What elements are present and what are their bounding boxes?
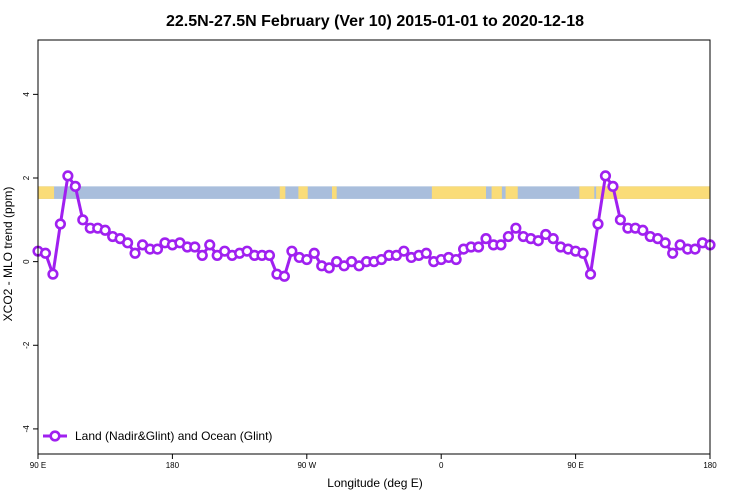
land-segment xyxy=(332,186,337,199)
land-segment xyxy=(579,186,595,199)
ocean-band xyxy=(38,186,710,199)
data-point xyxy=(502,230,515,243)
y-tick-label: 2 xyxy=(22,175,31,180)
data-point xyxy=(450,253,462,266)
x-tick-label: 180 xyxy=(703,461,717,470)
x-tick-label: 0 xyxy=(439,461,444,470)
data-point xyxy=(286,245,298,257)
land-segment xyxy=(596,186,710,199)
x-tick-label: 180 xyxy=(166,461,180,470)
y-axis-label: XCO2 - MLO trend (ppm) xyxy=(1,187,15,322)
data-point xyxy=(69,180,81,192)
data-point xyxy=(398,245,410,257)
data-point xyxy=(47,268,59,280)
data-point xyxy=(54,218,67,230)
legend: Land (Nadir&Glint) and Ocean (Glint) xyxy=(43,429,272,443)
data-point xyxy=(480,233,492,245)
data-point xyxy=(77,214,89,226)
data-point xyxy=(510,222,522,234)
data-point xyxy=(99,224,111,236)
land-segment xyxy=(431,186,486,199)
data-point xyxy=(584,268,597,280)
y-axis: -4 -2 0 2 4 xyxy=(22,92,38,433)
land-ocean-strip xyxy=(38,186,710,199)
data-point xyxy=(301,253,313,266)
data-point xyxy=(637,224,649,236)
data-point xyxy=(607,180,619,192)
y-tick-label: 4 xyxy=(22,92,31,97)
data-point xyxy=(278,270,291,282)
x-axis-label: Longitude (deg E) xyxy=(327,476,422,490)
land-segment xyxy=(279,186,286,199)
data-point xyxy=(263,249,276,261)
data-point xyxy=(62,170,74,182)
x-axis: 90 E 180 90 W 0 90 E 180 xyxy=(30,454,717,470)
land-segment xyxy=(38,186,55,199)
data-point xyxy=(592,218,604,230)
data-point xyxy=(39,247,52,259)
plot-frame xyxy=(37,39,711,455)
land-segment xyxy=(491,186,502,199)
data-point xyxy=(577,247,589,259)
x-tick-label: 90 W xyxy=(297,461,316,470)
chart-title: 22.5N-27.5N February (Ver 10) 2015-01-01… xyxy=(166,13,584,30)
data-point xyxy=(196,249,208,261)
legend-marker xyxy=(49,430,61,442)
land-segment xyxy=(505,186,518,199)
data-point xyxy=(420,247,432,259)
data-point xyxy=(599,170,612,182)
legend-label: Land (Nadir&Glint) and Ocean (Glint) xyxy=(75,429,272,443)
data-point xyxy=(204,239,216,251)
data-point xyxy=(689,243,701,255)
data-point xyxy=(614,214,627,226)
data-point xyxy=(189,241,201,253)
data-point xyxy=(532,235,544,247)
x-tick-label: 90 E xyxy=(30,461,46,470)
data-point xyxy=(472,241,485,253)
data-point xyxy=(547,233,559,245)
data-point xyxy=(121,237,134,249)
data-point xyxy=(323,262,335,274)
data-point xyxy=(659,237,671,249)
data-point xyxy=(151,243,164,255)
data-point xyxy=(495,239,507,251)
x-tick-label: 90 E xyxy=(567,461,583,470)
land-segment xyxy=(298,186,308,199)
y-tick-label: -4 xyxy=(22,425,31,433)
data-point xyxy=(308,247,320,259)
data-point xyxy=(667,247,679,259)
y-tick-label: -2 xyxy=(22,341,31,349)
data-point xyxy=(129,247,141,259)
y-tick-label: 0 xyxy=(22,259,31,264)
